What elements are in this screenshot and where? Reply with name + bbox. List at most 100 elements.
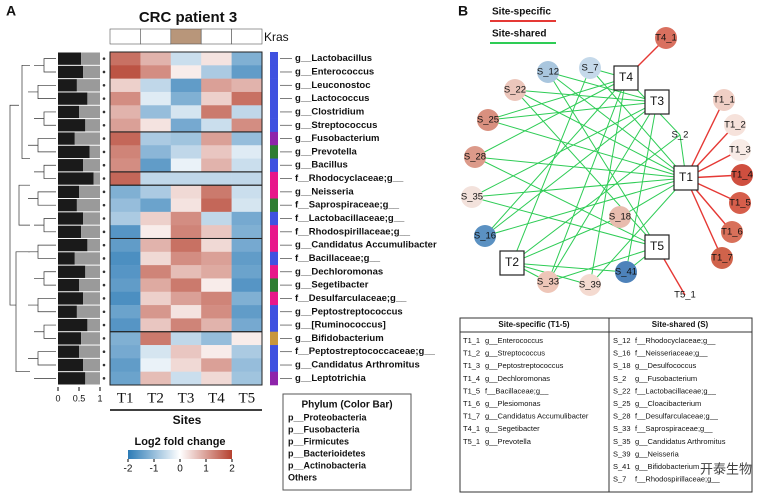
heatmap-cell — [231, 198, 263, 213]
heatmap-cell — [201, 238, 232, 253]
heatmap-cell — [231, 251, 263, 266]
row-label: f__Rhodocyclaceae;g__ — [295, 173, 404, 184]
node-label: S_39 — [579, 280, 601, 291]
heatmap-cell — [231, 131, 263, 146]
heatmap-cell — [140, 105, 172, 119]
dendrogram — [28, 244, 56, 259]
row-label: g__Streptococcus — [295, 120, 377, 131]
column-label: T2 — [147, 390, 164, 406]
heatmap-cell — [201, 225, 232, 239]
dendrogram — [18, 184, 30, 226]
heatmap-cell — [201, 171, 232, 186]
phylum-item: Others — [288, 472, 317, 482]
node-label: T1 — [679, 170, 693, 184]
heatmap-cell — [201, 131, 232, 146]
node-label: S_18 — [609, 212, 631, 223]
heatmap-cell — [201, 185, 232, 199]
heatmap-cell — [170, 91, 202, 106]
phylum-color — [270, 185, 278, 199]
heatmap-cell — [201, 145, 232, 159]
shared-edge — [471, 101, 658, 198]
node-label: S_25 — [477, 115, 499, 126]
heatmap-cell — [170, 171, 202, 186]
heatmap-cell — [201, 65, 232, 79]
node — [729, 139, 751, 161]
node-label: S_16 — [474, 231, 496, 242]
heatmap-cell — [170, 358, 202, 372]
legend-label: Site-shared — [492, 29, 546, 40]
row-dot — [102, 230, 106, 234]
shared-edge — [547, 77, 627, 283]
heatmap-cell — [110, 171, 141, 186]
heatmap-cell — [231, 118, 263, 133]
table-taxon: g__Prevotella — [485, 437, 532, 446]
heatmap-cell — [140, 118, 172, 133]
row-label: g__Clostridium — [295, 106, 364, 117]
heatmap-cell — [140, 131, 172, 146]
shared-edge — [511, 67, 591, 264]
heatmap-cell — [110, 65, 141, 79]
phylum-color — [270, 118, 278, 133]
abundance-rest — [76, 305, 100, 318]
heatmap-cell — [201, 358, 232, 372]
abundance-rest — [76, 79, 100, 92]
phylum-color — [270, 331, 278, 346]
phylum-item: p__Bacterioidetes — [288, 448, 366, 458]
shared-edge — [547, 101, 658, 283]
row-dot — [102, 377, 106, 380]
node — [537, 61, 559, 83]
heatmap-cell — [140, 145, 172, 159]
abundance-bar — [58, 105, 79, 119]
abundance-rest — [85, 119, 100, 132]
panel-letter: A — [6, 3, 16, 19]
panel-title: CRC patient 3 — [139, 9, 237, 26]
row-dot — [102, 297, 106, 300]
dendrogram — [28, 84, 56, 99]
shared-edge — [484, 77, 627, 237]
heatmap-cell — [201, 198, 232, 213]
shared-edge — [474, 77, 627, 158]
table-taxon: f__Lactobacillaceae;g__ — [635, 386, 717, 395]
heatmap-cell — [201, 278, 232, 293]
heatmap-cell — [170, 118, 202, 133]
abundance-bar — [58, 238, 88, 252]
node — [579, 274, 601, 296]
heatmap-cell — [170, 331, 202, 346]
row-dot — [102, 350, 106, 354]
shared-edge — [484, 177, 687, 237]
hub-node — [673, 165, 699, 191]
abundance-bar — [58, 265, 86, 278]
node-label: T1_6 — [721, 227, 743, 238]
heatmap-cell — [140, 345, 172, 359]
hub-node — [613, 65, 639, 91]
heatmap-cell — [231, 358, 263, 372]
row-dot — [102, 150, 106, 154]
node — [461, 186, 483, 208]
row-dot — [102, 203, 106, 207]
heatmap-cell — [201, 305, 232, 319]
heatmap-cell — [170, 265, 202, 279]
shared-edge — [511, 262, 627, 273]
heatmap-cell — [170, 158, 202, 173]
heatmap-cell — [110, 238, 141, 253]
heatmap-cell — [110, 211, 141, 226]
dendrogram — [15, 251, 30, 373]
table-taxon: g__Neisseria — [635, 449, 680, 458]
watermark: 开泰生物 — [700, 461, 752, 476]
abundance-bar — [58, 92, 88, 105]
heatmap-cell — [170, 238, 202, 253]
kras-cell — [170, 28, 202, 45]
shared-edge — [511, 134, 681, 264]
phylum-color — [270, 91, 278, 106]
node-label: S_22 — [504, 85, 526, 96]
heatmap-cell — [201, 331, 232, 346]
abundance-bar — [58, 52, 82, 65]
table-taxon: g__Dechloromonas — [485, 374, 550, 383]
shared-edge — [547, 71, 687, 179]
dendrogram — [21, 64, 30, 159]
heatmap-cell — [170, 65, 202, 79]
node — [464, 146, 486, 168]
heatmap-cell — [110, 198, 141, 213]
shared-edge — [487, 77, 627, 121]
